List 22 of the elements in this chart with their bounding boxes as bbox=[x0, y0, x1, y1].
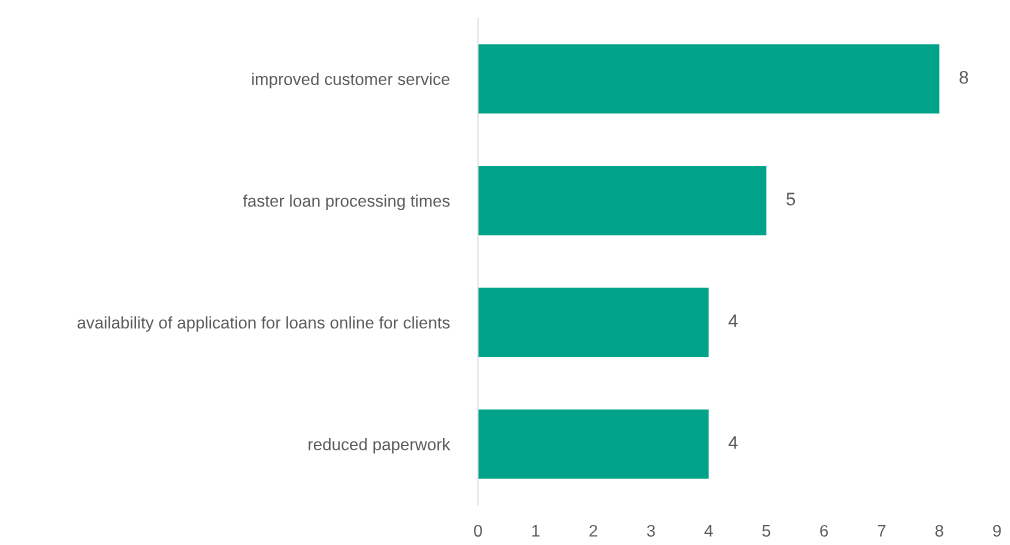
data-label: 4 bbox=[728, 436, 738, 449]
bar bbox=[478, 165, 767, 236]
x-tick-label: 4 bbox=[704, 525, 713, 537]
x-tick-label: 6 bbox=[820, 524, 828, 537]
x-tick-label: 8 bbox=[935, 524, 944, 537]
x-tick-label: 2 bbox=[589, 524, 598, 537]
x-tick-label: 9 bbox=[993, 524, 1001, 537]
x-tick-label: 7 bbox=[877, 525, 886, 537]
bar bbox=[478, 287, 709, 358]
y-tick-label: improved customer service bbox=[252, 72, 450, 89]
data-label: 5 bbox=[786, 192, 796, 206]
bar bbox=[478, 44, 940, 114]
y-tick-label: reduced paperwork bbox=[308, 438, 451, 454]
x-tick-label: 5 bbox=[762, 525, 771, 537]
data-label: 8 bbox=[959, 70, 969, 84]
x-tick-label: 1 bbox=[532, 525, 540, 537]
data-label: 4 bbox=[728, 314, 738, 328]
y-tick-label: availability of application for loans online for clients bbox=[77, 316, 450, 332]
bar bbox=[478, 409, 709, 479]
y-tick-label: faster loan processing times bbox=[242, 194, 450, 211]
x-tick-label: 3 bbox=[647, 524, 655, 537]
x-tick-label: 0 bbox=[474, 524, 482, 537]
